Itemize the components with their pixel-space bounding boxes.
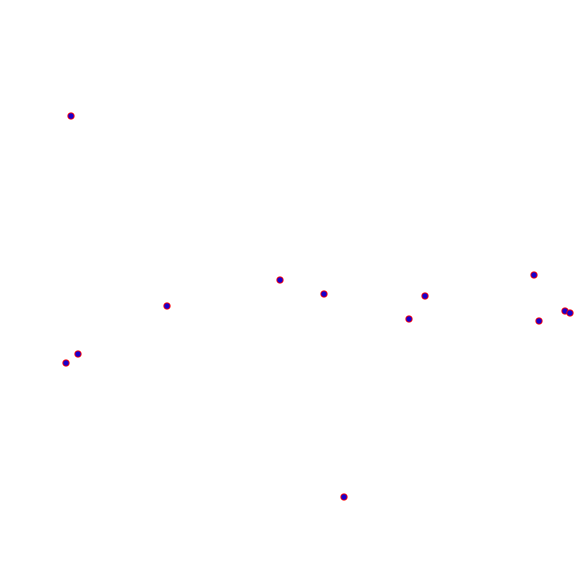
scatter-point-2: [276, 276, 284, 284]
scatter-point-12: [62, 359, 70, 367]
scatter-point-10: [566, 309, 574, 317]
scatter-point-7: [530, 271, 538, 279]
scatter-point-4: [163, 302, 171, 310]
scatter-point-1: [67, 112, 75, 120]
scatter-point-8: [535, 317, 543, 325]
scatter-point-13: [340, 493, 348, 501]
data-points: [62, 112, 574, 501]
scatter-point-5: [421, 292, 429, 300]
scatter-point-6: [405, 315, 413, 323]
scatter-point-11: [74, 350, 82, 358]
scatter-point-3: [320, 290, 328, 298]
